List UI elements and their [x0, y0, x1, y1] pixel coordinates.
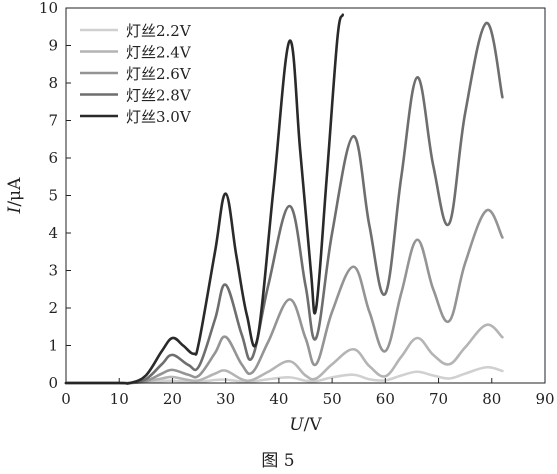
series-line-1 — [64, 365, 504, 385]
y-tick-label: 8 — [48, 74, 58, 92]
y-tick-label: 10 — [39, 0, 58, 17]
figure-caption: 图 5 — [261, 451, 294, 471]
y-tick-label: 2 — [48, 299, 58, 317]
y-tick-label: 3 — [48, 262, 58, 280]
y-axis-ticks: 0 1 2 3 4 5 6 7 8 9 10 — [39, 0, 71, 392]
y-axis-title: I/μA — [5, 177, 25, 214]
x-tick-label: 50 — [323, 390, 342, 408]
y-tick-label: 0 — [48, 374, 58, 392]
x-tick-label: 60 — [376, 390, 395, 408]
y-tick-label: 9 — [48, 37, 58, 55]
y-tick-label: 4 — [48, 224, 58, 242]
legend-label-3: 灯丝2.6V — [126, 65, 192, 83]
x-tick-label: 20 — [163, 390, 182, 408]
y-tick-label: 6 — [48, 149, 58, 167]
legend: 灯丝2.2V 灯丝2.4V 灯丝2.6V 灯丝2.8V 灯丝3.0V — [80, 22, 192, 126]
x-tick-label: 10 — [110, 390, 129, 408]
x-axis-unit: /V — [304, 415, 323, 435]
series-line-5 — [64, 13, 345, 385]
x-tick-label: 80 — [482, 390, 501, 408]
y-tick-label: 7 — [48, 112, 58, 130]
series-line-4 — [64, 21, 504, 385]
x-axis-ticks: 0 10 20 30 40 50 60 70 80 90 — [61, 378, 555, 408]
legend-label-4: 灯丝2.8V — [126, 87, 192, 105]
y-axis-variable: I — [5, 206, 25, 214]
legend-label-1: 灯丝2.2V — [126, 22, 192, 40]
x-axis-title: U/V — [289, 415, 322, 435]
x-axis-variable: U — [289, 415, 304, 435]
x-tick-label: 30 — [216, 390, 235, 408]
series-line-2 — [64, 323, 504, 385]
legend-label-5: 灯丝3.0V — [126, 108, 192, 126]
x-tick-label: 40 — [269, 390, 288, 408]
x-tick-label: 90 — [535, 390, 554, 408]
x-tick-label: 0 — [61, 390, 71, 408]
series-line-3 — [64, 208, 504, 385]
y-tick-label: 5 — [48, 187, 58, 205]
legend-label-2: 灯丝2.4V — [126, 44, 192, 62]
x-tick-label: 70 — [429, 390, 448, 408]
y-axis-unit: /μA — [5, 177, 25, 207]
y-tick-label: 1 — [48, 337, 58, 355]
series-layer — [64, 13, 504, 385]
